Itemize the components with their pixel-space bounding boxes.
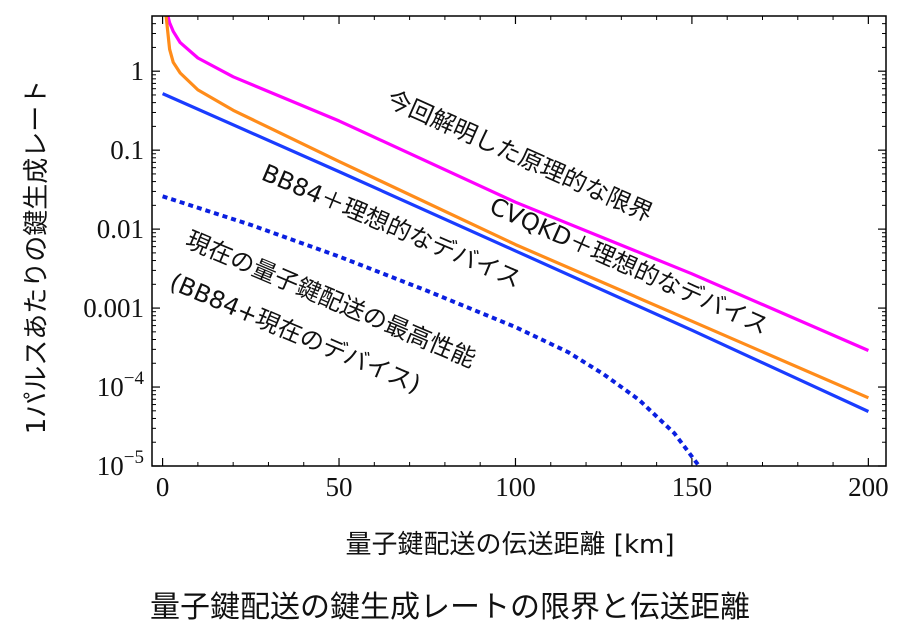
x-tick-label: 50 — [326, 472, 353, 502]
y-tick-label: 0.001 — [83, 293, 144, 323]
chart: 0 50 100 150 200 1 0.1 0.01 0.001 10−4 10−5 量子鍵配送の… — [22, 15, 889, 560]
series-line-4 — [161, 194, 701, 466]
y-tick-label: 0.01 — [97, 214, 144, 244]
y-tick-label: 10−5 — [97, 447, 144, 481]
series-line-2 — [164, 16, 870, 400]
x-axis-label: 量子鍵配送の伝送距離 [km] — [346, 530, 675, 560]
y-axis-label: 1パルスあたりの鍵生成レート — [22, 80, 52, 435]
x-tick-label: 0 — [156, 472, 170, 502]
x-tick-label: 200 — [848, 472, 889, 502]
y-tick-label: 1 — [131, 56, 145, 86]
y-tick-label: 0.1 — [110, 135, 144, 165]
y-tick-label: 10−4 — [97, 368, 145, 402]
series-line-1 — [166, 16, 870, 352]
x-tick-label: 100 — [495, 472, 536, 502]
series-line-3 — [161, 92, 870, 413]
tick-layer: 0 50 100 150 200 1 0.1 0.01 0.001 10−4 10−5 — [83, 15, 889, 502]
figure-caption: 量子鍵配送の鍵生成レートの限界と伝送距離 — [150, 590, 750, 625]
x-tick-label: 150 — [672, 472, 713, 502]
plot-frame — [151, 15, 887, 467]
series-layer — [161, 16, 870, 466]
